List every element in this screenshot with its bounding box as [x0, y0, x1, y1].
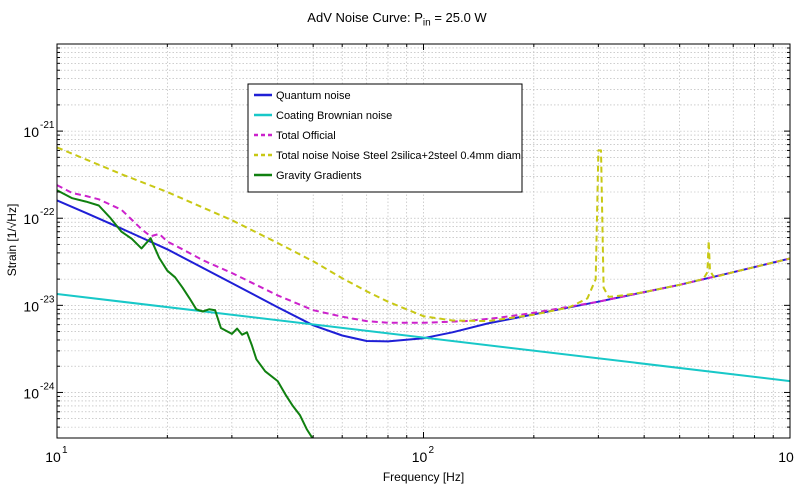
x-tick-label: 10 2	[412, 445, 435, 465]
x-tick-label: 10 1	[45, 445, 68, 465]
x-tick-label: 103	[778, 449, 794, 465]
x-tick-base: 10	[778, 449, 794, 465]
x-axis-label: Frequency [Hz]	[382, 470, 465, 484]
legend: Quantum noise Coating Brownian noise Total…	[247, 83, 523, 193]
x-tick-exponent: 2	[429, 445, 435, 456]
series-line-1	[57, 293, 790, 383]
legend-label: Quantum noise	[276, 90, 351, 102]
x-tick-exponent: 1	[62, 445, 68, 456]
y-tick-label: 10 -24	[23, 381, 54, 401]
series-line-4	[57, 189, 314, 438]
x-tick-base: 10	[45, 449, 61, 465]
legend-label: Coating Brownian noise	[276, 110, 392, 122]
y-tick-exponent: -24	[40, 381, 55, 392]
y-tick-label: 10 -22	[23, 207, 54, 227]
grid-lines	[56, 44, 790, 439]
legend-label: Total noise Noise Steel 2silica+2steel 0…	[276, 150, 521, 162]
y-axis-label: Strain [1/√Hz]	[5, 203, 19, 277]
y-tick-base: 10	[23, 211, 39, 227]
y-tick-exponent: -23	[40, 294, 55, 305]
chart-title: AdV Noise Curve: Pin = 25.0 W	[307, 10, 487, 29]
y-tick-base: 10	[23, 385, 39, 401]
y-tick-exponent: -22	[40, 207, 55, 218]
y-tick-exponent: -21	[40, 120, 55, 131]
series-layer	[57, 146, 790, 438]
y-tick-base: 10	[23, 298, 39, 314]
legend-label: Gravity Gradients	[276, 170, 362, 182]
legend-label: Total Official	[276, 130, 336, 142]
y-tick-base: 10	[23, 124, 39, 140]
series-line-3	[57, 146, 790, 323]
x-tick-base: 10	[412, 449, 428, 465]
y-tick-label: 10 -21	[23, 120, 54, 140]
y-tick-label: 10 -23	[23, 294, 54, 314]
series-line-2	[57, 184, 790, 324]
legend-box	[247, 83, 523, 193]
